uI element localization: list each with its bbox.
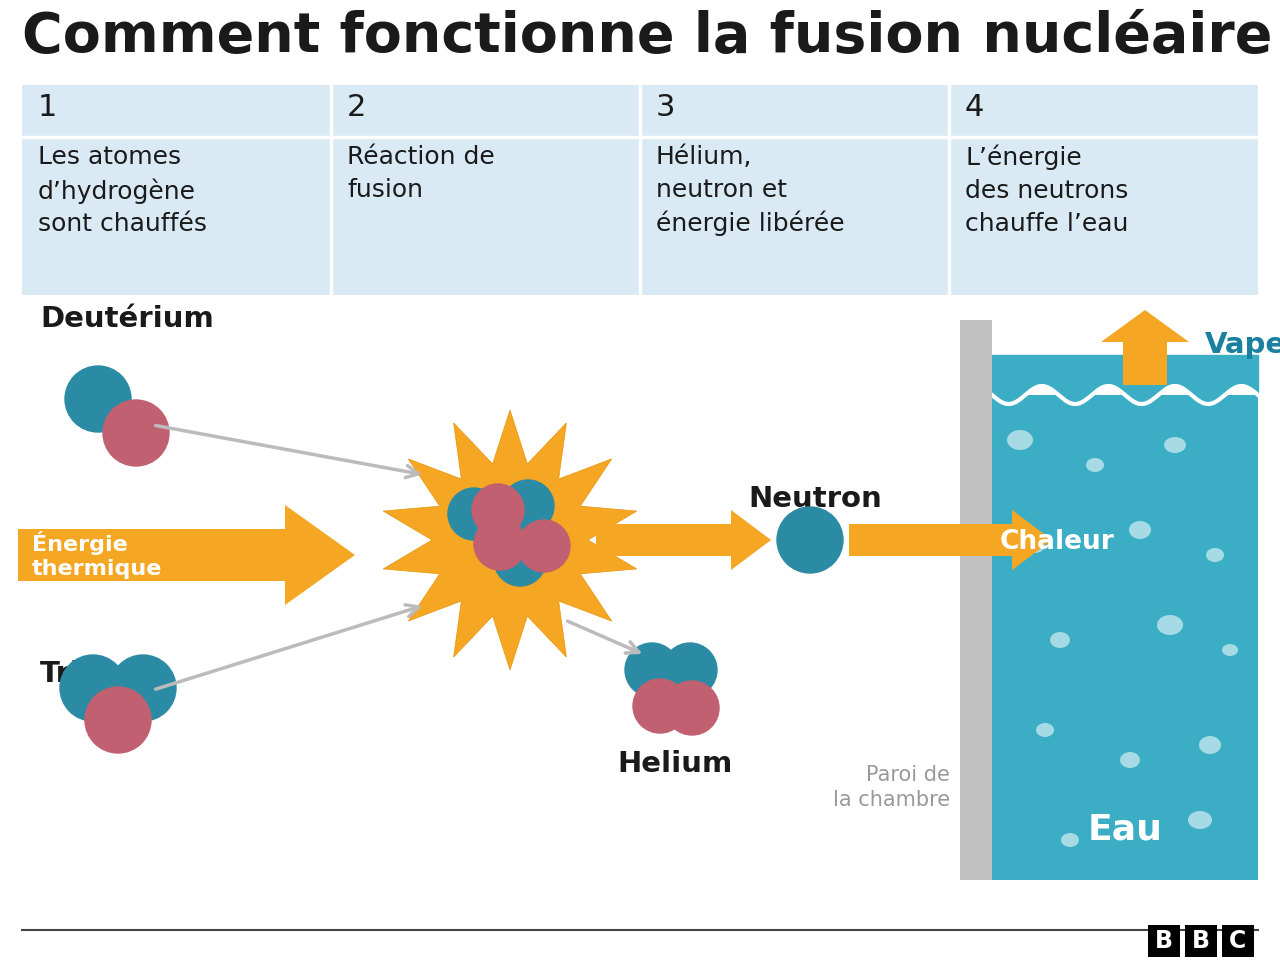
- Ellipse shape: [1025, 537, 1044, 553]
- Text: B: B: [1155, 929, 1172, 953]
- Circle shape: [494, 534, 547, 586]
- Ellipse shape: [1085, 458, 1103, 472]
- Circle shape: [777, 507, 844, 573]
- Bar: [1185, 925, 1217, 957]
- Ellipse shape: [1188, 811, 1212, 829]
- Polygon shape: [1101, 310, 1189, 385]
- Text: Neutron: Neutron: [748, 485, 882, 513]
- Text: Chaleur: Chaleur: [1000, 529, 1115, 555]
- Text: Les atomes
d’hydrogène
sont chauffés: Les atomes d’hydrogène sont chauffés: [38, 145, 207, 236]
- Bar: [1222, 925, 1254, 957]
- Polygon shape: [18, 505, 355, 605]
- Ellipse shape: [1007, 430, 1033, 450]
- Polygon shape: [596, 510, 771, 570]
- Ellipse shape: [1157, 615, 1183, 635]
- Bar: [22, 85, 1258, 295]
- Circle shape: [102, 400, 169, 466]
- Circle shape: [60, 655, 125, 721]
- Ellipse shape: [1061, 833, 1079, 847]
- Ellipse shape: [1129, 521, 1151, 539]
- Bar: [1148, 925, 1180, 957]
- Bar: [992, 395, 1258, 880]
- Circle shape: [634, 679, 687, 733]
- Circle shape: [474, 518, 526, 570]
- Text: L’énergie
des neutrons
chauffe l’eau: L’énergie des neutrons chauffe l’eau: [965, 145, 1129, 235]
- Text: B: B: [1192, 929, 1210, 953]
- Ellipse shape: [1036, 723, 1053, 737]
- Text: Énergie
thermique: Énergie thermique: [32, 531, 163, 579]
- Circle shape: [472, 484, 524, 536]
- Ellipse shape: [1120, 752, 1140, 768]
- Ellipse shape: [1206, 548, 1224, 562]
- Ellipse shape: [1164, 437, 1187, 453]
- Text: 2: 2: [347, 93, 366, 122]
- Text: Helium: Helium: [617, 750, 732, 778]
- Polygon shape: [383, 410, 636, 670]
- Circle shape: [448, 488, 500, 540]
- Text: Tritium: Tritium: [40, 660, 156, 688]
- Text: 1: 1: [38, 93, 58, 122]
- Polygon shape: [849, 510, 1052, 570]
- Text: 4: 4: [965, 93, 984, 122]
- Text: Eau: Eau: [1088, 813, 1162, 847]
- Circle shape: [110, 655, 177, 721]
- Ellipse shape: [1222, 644, 1238, 656]
- Circle shape: [666, 681, 719, 735]
- Ellipse shape: [1199, 736, 1221, 754]
- Circle shape: [84, 687, 151, 753]
- Text: Paroi de
la chambre: Paroi de la chambre: [833, 765, 950, 810]
- Circle shape: [625, 643, 678, 697]
- Circle shape: [502, 480, 554, 532]
- Circle shape: [663, 643, 717, 697]
- Text: Réaction de
fusion: Réaction de fusion: [347, 145, 495, 201]
- Text: Deutérium: Deutérium: [40, 305, 214, 333]
- Text: Hélium,
neutron et
énergie libérée: Hélium, neutron et énergie libérée: [657, 145, 845, 236]
- Ellipse shape: [1050, 632, 1070, 648]
- Text: Vapeur: Vapeur: [1204, 331, 1280, 359]
- Text: 3: 3: [657, 93, 676, 122]
- Circle shape: [518, 520, 570, 572]
- Text: Comment fonctionne la fusion nucléaire: Comment fonctionne la fusion nucléaire: [22, 10, 1272, 64]
- Circle shape: [65, 366, 131, 432]
- Text: C: C: [1229, 929, 1247, 953]
- Bar: [960, 320, 992, 880]
